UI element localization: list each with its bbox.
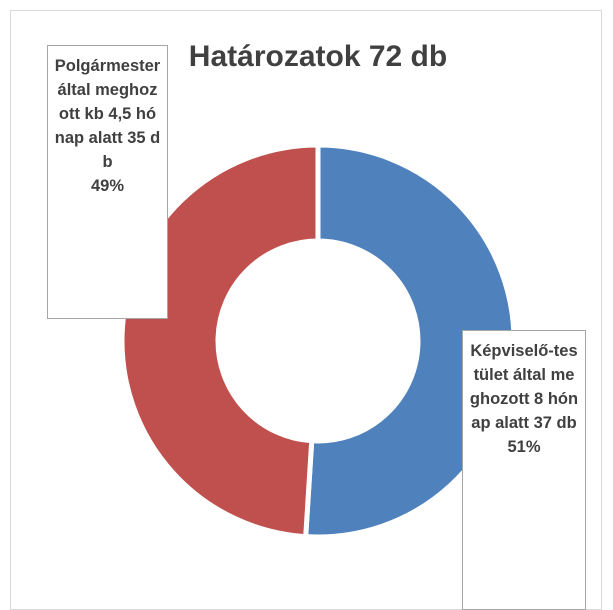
chart-title: Határozatok 72 db (189, 40, 447, 73)
category-name: Polgármester által meghozott kb 4,5 hóna… (54, 57, 161, 171)
chart: Határozatok 72 db (119, 39, 517, 540)
percent-label: 49% (90, 177, 125, 195)
category-name: Képviselő-testület által meghozott 8 hón… (469, 342, 579, 432)
donut-slice (303, 142, 517, 540)
donut-slice (119, 142, 321, 540)
page: Határozatok 72 db Képviselő-testület ált… (10, 10, 602, 610)
data-label: Polgármester által meghozott kb 4,5 hóna… (47, 45, 168, 319)
percent-label: 51% (507, 438, 541, 456)
data-label: Képviselő-testület által meghozott 8 hón… (462, 330, 586, 610)
